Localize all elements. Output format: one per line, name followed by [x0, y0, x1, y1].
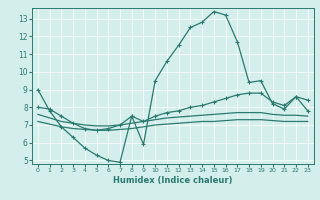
X-axis label: Humidex (Indice chaleur): Humidex (Indice chaleur)	[113, 176, 233, 185]
